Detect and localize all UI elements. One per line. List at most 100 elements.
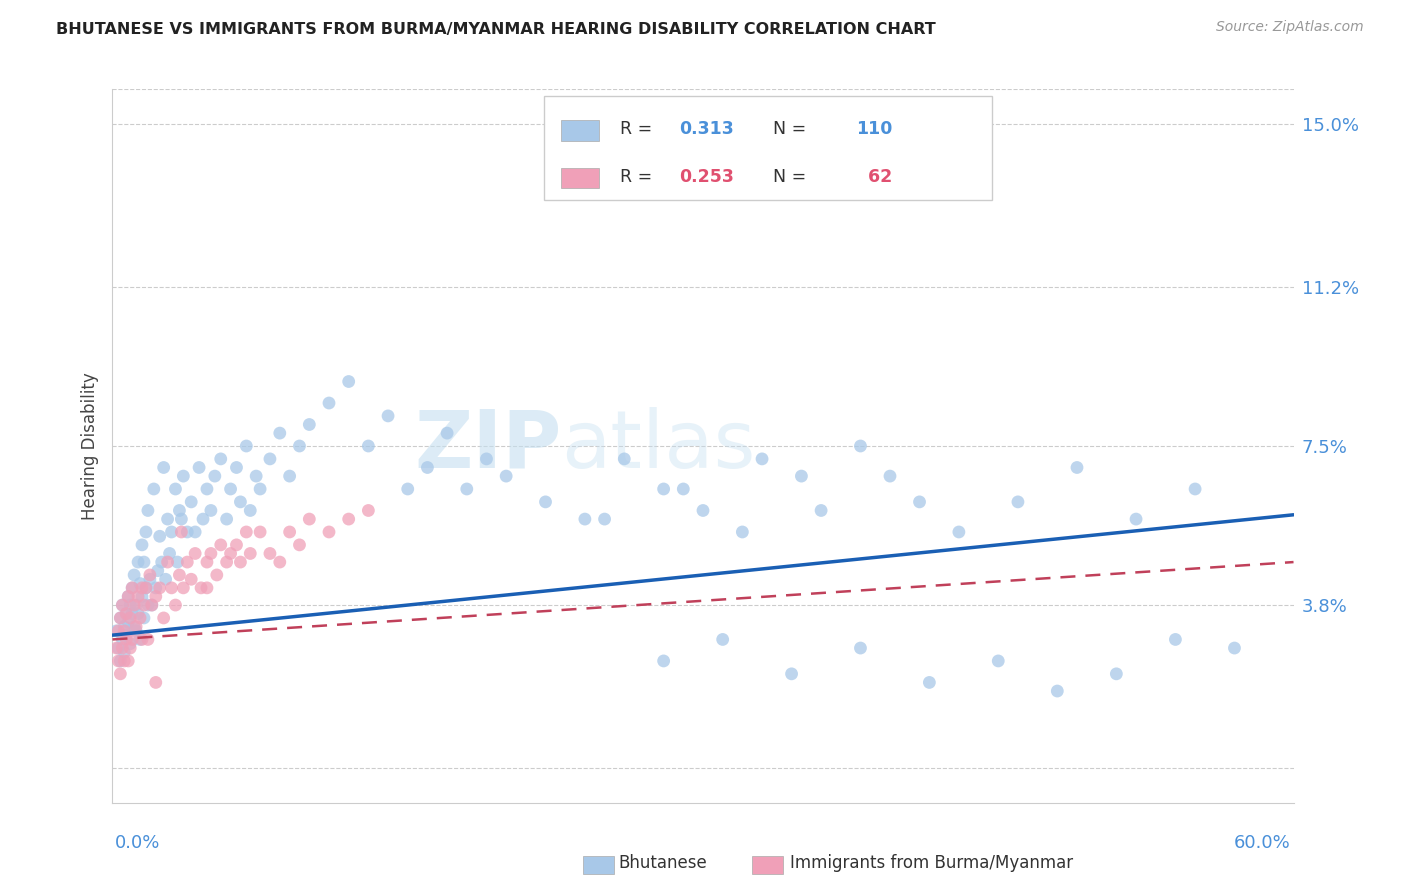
Point — [288, 538, 311, 552]
Point — [180, 495, 202, 509]
Point — [132, 555, 155, 569]
Point — [948, 524, 970, 539]
Point — [112, 619, 135, 633]
Point — [879, 469, 901, 483]
Point — [107, 641, 129, 656]
Point — [111, 598, 134, 612]
Point — [652, 654, 675, 668]
Point — [191, 512, 214, 526]
Point — [131, 632, 153, 647]
Point — [672, 482, 695, 496]
Point — [249, 482, 271, 496]
Point — [188, 460, 211, 475]
Point — [534, 495, 557, 509]
Point — [337, 375, 360, 389]
Point — [190, 581, 212, 595]
Text: 0.313: 0.313 — [679, 120, 734, 138]
Point — [184, 546, 207, 560]
Point — [318, 396, 340, 410]
Point — [176, 555, 198, 569]
Point — [136, 503, 159, 517]
Point — [122, 598, 145, 612]
Point — [156, 555, 179, 569]
Point — [209, 538, 232, 552]
Point — [810, 503, 832, 517]
Text: 62: 62 — [862, 168, 893, 186]
Point — [145, 581, 167, 595]
Point — [117, 615, 139, 630]
Point — [105, 641, 128, 656]
Point — [131, 590, 153, 604]
Point — [176, 524, 198, 539]
Point — [145, 590, 167, 604]
Point — [987, 654, 1010, 668]
Point — [170, 512, 193, 526]
Text: Immigrants from Burma/Myanmar: Immigrants from Burma/Myanmar — [790, 854, 1073, 871]
Point — [152, 611, 174, 625]
Point — [172, 581, 194, 595]
Point — [849, 641, 872, 656]
Point — [495, 469, 517, 483]
Point — [117, 590, 139, 604]
Text: R =: R = — [620, 120, 658, 138]
Point — [416, 460, 439, 475]
Text: Source: ZipAtlas.com: Source: ZipAtlas.com — [1216, 20, 1364, 34]
Point — [125, 598, 148, 612]
Point — [436, 426, 458, 441]
Point — [278, 469, 301, 483]
Point — [110, 666, 132, 681]
Point — [200, 546, 222, 560]
Point — [121, 581, 143, 595]
Point — [135, 581, 157, 595]
Point — [229, 495, 252, 509]
Point — [574, 512, 596, 526]
Point — [127, 607, 149, 621]
Point — [112, 645, 135, 659]
Point — [1184, 482, 1206, 496]
Point — [239, 546, 262, 560]
Point — [127, 590, 149, 604]
Point — [131, 581, 153, 595]
Point — [200, 503, 222, 517]
FancyBboxPatch shape — [544, 96, 993, 200]
Point — [593, 512, 616, 526]
Point — [149, 529, 172, 543]
Point — [160, 581, 183, 595]
Point — [152, 460, 174, 475]
Point — [269, 555, 291, 569]
Point — [1125, 512, 1147, 526]
Point — [122, 568, 145, 582]
Point — [209, 451, 232, 466]
Point — [142, 482, 165, 496]
Bar — [561, 168, 599, 188]
Point — [165, 482, 187, 496]
Point — [159, 546, 181, 560]
Text: 60.0%: 60.0% — [1234, 834, 1291, 852]
Point — [652, 482, 675, 496]
Point — [121, 581, 143, 595]
Point — [337, 512, 360, 526]
Point — [111, 632, 134, 647]
Point — [219, 546, 242, 560]
Point — [1105, 666, 1128, 681]
Point — [125, 624, 148, 638]
Point — [169, 568, 191, 582]
Bar — [561, 120, 599, 141]
Text: 110: 110 — [856, 120, 893, 138]
Point — [149, 581, 172, 595]
Point — [475, 451, 498, 466]
Point — [120, 641, 142, 656]
Point — [155, 572, 177, 586]
Text: ZIP: ZIP — [413, 407, 561, 485]
Point — [259, 546, 281, 560]
Point — [235, 439, 257, 453]
Point — [132, 611, 155, 625]
Point — [136, 598, 159, 612]
Point — [110, 611, 132, 625]
Point — [121, 632, 143, 647]
Point — [145, 675, 167, 690]
Point — [139, 572, 162, 586]
Point — [120, 611, 142, 625]
Point — [205, 568, 228, 582]
Text: N =: N = — [762, 168, 811, 186]
